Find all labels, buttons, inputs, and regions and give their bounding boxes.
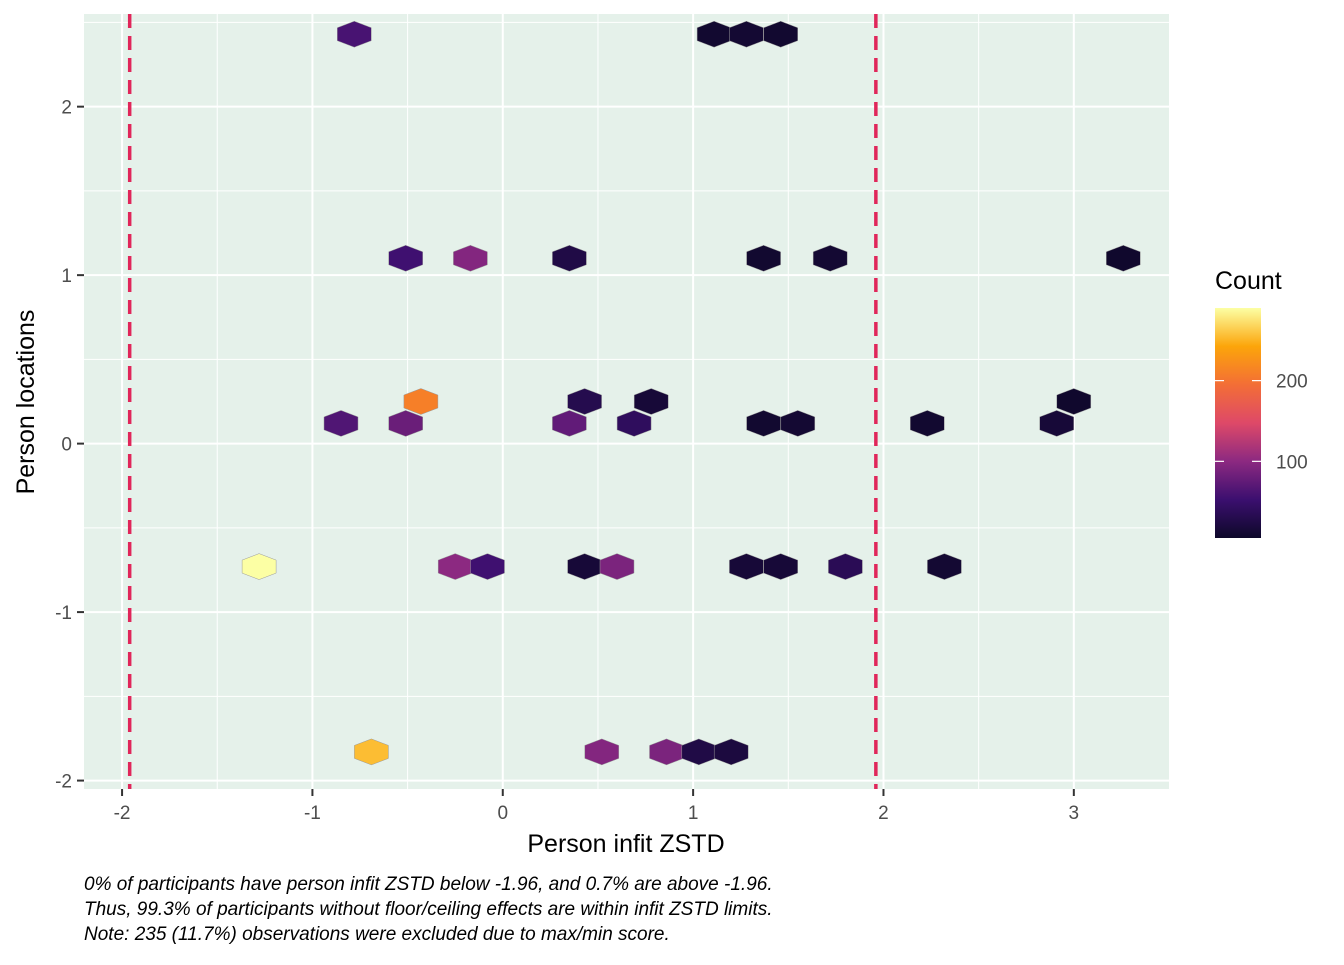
hexbin-cell — [567, 388, 602, 415]
legend-tick-label: 100 — [1276, 452, 1308, 473]
legend-title: Count — [1215, 267, 1282, 295]
caption-line-1: 0% of participants have person infit ZST… — [84, 874, 773, 895]
hexbin-cell — [729, 20, 764, 48]
x-axis-title: Person infit ZSTD — [527, 830, 724, 858]
hexbin-cell — [599, 553, 635, 580]
hexbin-cell — [552, 245, 587, 272]
caption: 0% of participants have person infit ZST… — [84, 872, 773, 947]
hexbin-cell — [323, 410, 359, 437]
hexbin-cell — [354, 738, 389, 766]
y-tick-label: 0 — [61, 435, 72, 456]
reference-lines — [127, 14, 878, 789]
hexbin-cell — [1106, 245, 1141, 272]
hexbin-cell — [1056, 388, 1092, 415]
x-axis: -2 -1 0 1 2 3 — [114, 789, 1079, 824]
legend: Count 100 200 — [1215, 267, 1308, 538]
hexbin-cell — [927, 553, 962, 580]
hexbin-cell — [763, 20, 798, 48]
hexbin-cell — [453, 245, 488, 272]
legend-tick-label: 200 — [1276, 372, 1308, 393]
hexbin-cell — [403, 388, 439, 415]
legend-colorbar — [1215, 308, 1261, 538]
hexbin-cell — [388, 245, 423, 272]
plot-panel — [84, 14, 1169, 789]
x-tick-label: 0 — [497, 803, 508, 824]
legend-ticks: 100 200 — [1215, 372, 1308, 473]
hexbin-cell — [616, 410, 652, 437]
hexbin-cell — [828, 553, 863, 580]
hexbin-cell — [1039, 410, 1074, 437]
hexbin-cell — [910, 410, 945, 437]
y-axis-title: Person locations — [12, 310, 40, 495]
hexbin-cell — [780, 410, 816, 437]
hexbin-cell — [584, 738, 620, 766]
minor-gridlines — [84, 14, 1169, 789]
hexbin-cell — [337, 20, 372, 48]
x-tick-label: 3 — [1069, 803, 1080, 824]
y-tick-label: 2 — [61, 98, 72, 119]
hexbin-cell — [388, 410, 423, 437]
hexbin-cell — [763, 553, 798, 580]
x-tick-label: -1 — [304, 803, 321, 824]
hexbin-cell — [470, 553, 505, 580]
hexbin-cell — [746, 245, 781, 272]
y-tick-label: 1 — [61, 266, 72, 287]
y-axis: -2 -1 0 1 2 — [55, 98, 84, 793]
x-tick-label: -2 — [114, 803, 131, 824]
hexbin-cell — [633, 388, 669, 415]
caption-line-2: Thus, 99.3% of participants without floo… — [84, 899, 773, 920]
x-tick-label: 2 — [878, 803, 889, 824]
hexbin-cell — [812, 245, 848, 272]
hexbin-cell — [241, 553, 277, 580]
hexbin-cell — [729, 553, 764, 580]
y-tick-label: -1 — [55, 603, 72, 624]
hexbin-cell — [713, 738, 749, 766]
hexbin-cells — [241, 20, 1141, 766]
hexbin-cell — [552, 410, 587, 437]
caption-line-3: Note: 235 (11.7%) observations were excl… — [84, 924, 670, 945]
major-gridlines — [84, 14, 1169, 789]
x-tick-label: 1 — [688, 803, 699, 824]
y-tick-label: -2 — [55, 772, 72, 793]
